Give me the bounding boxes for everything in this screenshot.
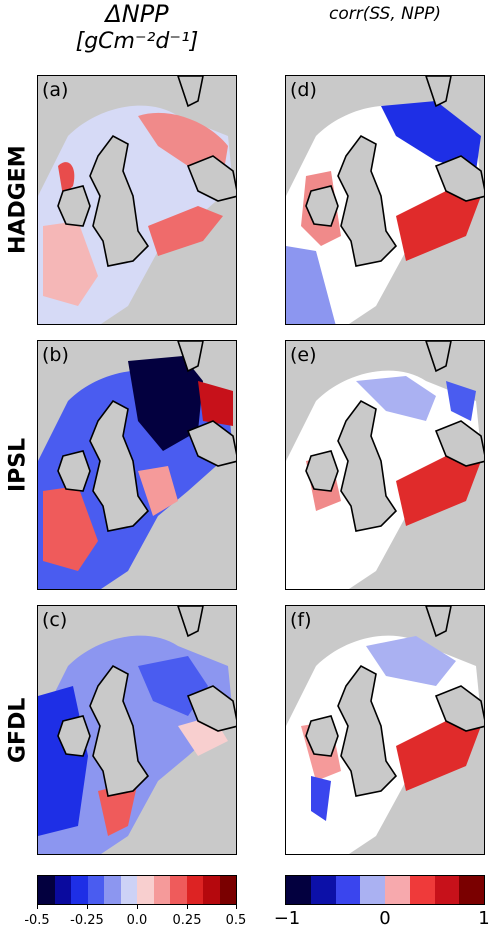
left-tick-2: -0.25 [70, 913, 104, 928]
map-panel-c: (c) [37, 605, 237, 855]
colorbar-right-swatch-2 [310, 876, 336, 904]
colorbar-left-swatch-11 [203, 876, 220, 904]
left-tick-3: 0.0 [126, 913, 148, 928]
colorbar-left-swatch-3 [71, 876, 88, 904]
colorbar-left-swatch-6 [120, 876, 137, 904]
left-tick-4: 0.25 [172, 913, 202, 928]
colorbar-left-swatch-10 [186, 876, 203, 904]
colorbar-left-swatch-2 [54, 876, 71, 904]
right-column-title: corr(SS, NPP) [329, 4, 441, 24]
colorbar-right-swatch-7 [434, 876, 460, 904]
map-panel-f: (f) [285, 605, 485, 855]
right-tick-1: −1 [273, 908, 301, 929]
map-panel-d: (d) [285, 75, 485, 325]
row-label-ipsl: IPSL [5, 437, 31, 493]
colorbar-left-swatch-1 [38, 876, 55, 904]
npp-units: [gCm⁻²d⁻¹] [75, 29, 199, 54]
left-tick-1: -0.5 [24, 913, 50, 928]
colorbar-right-swatch-6 [409, 876, 435, 904]
colorbar-left-swatch-7 [137, 876, 154, 904]
colorbar-left [37, 875, 237, 905]
right-tick-3: 1 [478, 908, 490, 929]
map-panel-e: (e) [285, 340, 485, 590]
panel-label-d: (d) [290, 79, 317, 101]
colorbar-left-swatch-12 [219, 876, 236, 904]
colorbar-left-swatch-4 [87, 876, 104, 904]
panel-label-c: (c) [42, 609, 68, 631]
colorbar-right-swatch-5 [385, 876, 410, 904]
colorbar-right [285, 875, 485, 905]
map-panel-a: (a) [37, 75, 237, 325]
map-f-graphic [286, 606, 484, 854]
map-a-graphic [38, 76, 236, 324]
colorbar-right-swatch-3 [335, 876, 361, 904]
row-label-hadgem: HADGEM [5, 145, 31, 255]
colorbar-left-swatch-5 [104, 876, 121, 904]
map-d-graphic [286, 76, 484, 324]
panel-label-a: (a) [42, 79, 69, 101]
colorbar-right-swatch-4 [360, 876, 385, 904]
row-label-gfdl: GFDL [5, 697, 31, 763]
coastline [57, 76, 236, 267]
map-e-graphic [286, 341, 484, 589]
panel-label-e: (e) [290, 344, 317, 366]
left-tick-5: 0.5 [225, 913, 247, 928]
map-c-graphic [38, 606, 236, 854]
colorbar-left-swatch-9 [170, 876, 187, 904]
colorbar-right-swatch-8 [459, 876, 484, 904]
right-tick-2: 0 [379, 908, 391, 929]
panel-label-f: (f) [290, 609, 312, 631]
left-column-title: ΔNPP [gCm⁻²d⁻¹] [37, 0, 237, 56]
map-b-graphic [38, 341, 236, 589]
colorbar-left-swatch-8 [153, 876, 170, 904]
panel-label-b: (b) [42, 344, 69, 366]
colorbar-right-swatch-1 [286, 876, 311, 904]
delta-npp-title: ΔNPP [105, 0, 169, 28]
map-panel-b: (b) [37, 340, 237, 590]
